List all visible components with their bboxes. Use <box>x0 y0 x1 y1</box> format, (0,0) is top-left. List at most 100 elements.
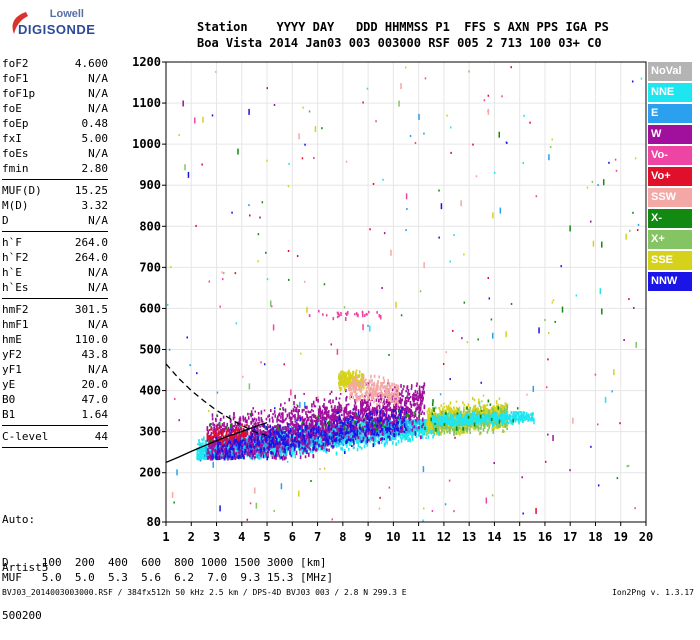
echo-point <box>359 436 361 439</box>
echo-point <box>258 456 260 460</box>
noise-point <box>597 184 599 186</box>
echo-point <box>358 409 360 411</box>
noise-point <box>633 307 635 309</box>
noise-point <box>494 172 496 174</box>
noise-point <box>446 351 448 353</box>
echo-point <box>392 429 394 432</box>
echo-point <box>198 453 200 455</box>
noise-point <box>300 353 302 355</box>
echo-point <box>315 405 317 407</box>
echo-point <box>324 398 326 401</box>
echo-point <box>406 396 408 399</box>
noise-point <box>369 228 371 230</box>
noise-point <box>288 279 290 281</box>
echo-point <box>398 440 400 443</box>
echo-point <box>202 439 204 441</box>
noise-point <box>249 383 251 389</box>
noise-point <box>506 142 508 144</box>
echo-point <box>383 432 385 435</box>
noise-point <box>270 301 272 307</box>
noise-point <box>398 101 400 107</box>
echo-point <box>282 407 284 410</box>
echo-point <box>322 417 324 421</box>
echo-point <box>229 432 231 434</box>
noise-point <box>260 361 262 363</box>
echo-point <box>308 453 310 457</box>
noise-point <box>601 308 603 314</box>
echo-point <box>270 409 272 412</box>
noise-point <box>449 378 451 380</box>
noise-point <box>441 203 443 209</box>
auto-version: 500200 <box>2 608 48 624</box>
noise-point <box>552 435 554 441</box>
echo-point <box>418 426 420 429</box>
echo-point <box>202 442 204 445</box>
echo-point <box>318 408 320 410</box>
echo-point <box>324 411 326 414</box>
echo-point <box>272 456 274 459</box>
echo-point <box>364 445 366 449</box>
noise-point <box>172 492 174 498</box>
noise-point <box>337 349 339 355</box>
echo-point <box>413 425 415 428</box>
echo-point <box>212 413 214 417</box>
noise-point <box>401 314 403 316</box>
echo-point <box>375 438 377 442</box>
echo-point <box>353 445 355 449</box>
echo-point <box>315 421 317 423</box>
noise-point <box>560 265 562 267</box>
noise-point <box>608 162 610 164</box>
echo-point <box>311 417 313 419</box>
noise-point <box>313 157 315 159</box>
echo-point <box>272 417 274 420</box>
echo-point <box>375 422 377 425</box>
noise-point <box>346 161 348 163</box>
noise-point <box>628 465 630 467</box>
echo-point <box>252 407 254 409</box>
noise-point <box>400 83 402 89</box>
noise-point <box>222 278 224 280</box>
noise-point <box>548 332 550 334</box>
noise-point <box>178 134 180 136</box>
echo-point <box>275 456 277 460</box>
noise-point <box>597 423 599 425</box>
echo-point <box>422 418 424 422</box>
noise-point <box>493 462 495 464</box>
noise-point <box>454 437 456 439</box>
echo-point <box>411 404 413 408</box>
noise-point <box>281 483 283 489</box>
noise-point <box>423 133 425 135</box>
echo-point <box>329 399 331 402</box>
noise-point <box>634 507 636 509</box>
echo-point <box>314 437 316 440</box>
echo-point <box>323 449 325 452</box>
echo-point <box>282 450 284 452</box>
echo-point <box>421 429 423 433</box>
echo-point <box>374 409 376 411</box>
noise-point <box>499 132 501 138</box>
echo-point <box>348 403 350 405</box>
noise-point <box>440 393 442 395</box>
noise-point <box>476 175 478 177</box>
noise-point <box>195 225 197 227</box>
noise-point <box>616 170 618 172</box>
noise-point <box>445 503 447 505</box>
echo-point <box>255 444 257 447</box>
noise-point <box>510 66 512 68</box>
echo-point <box>340 393 342 395</box>
noise-point <box>182 100 184 106</box>
noise-point <box>521 476 523 478</box>
noise-point <box>212 462 214 468</box>
echo-point <box>260 454 262 457</box>
echo-point <box>261 410 263 414</box>
echo-point <box>420 436 422 439</box>
noise-point <box>460 200 462 206</box>
noise-point <box>304 281 306 283</box>
echo-point <box>409 414 411 417</box>
noise-point <box>209 281 211 283</box>
echo-point <box>392 388 394 391</box>
echo-point <box>389 437 391 441</box>
noise-point <box>405 229 407 231</box>
noise-point <box>315 126 317 132</box>
